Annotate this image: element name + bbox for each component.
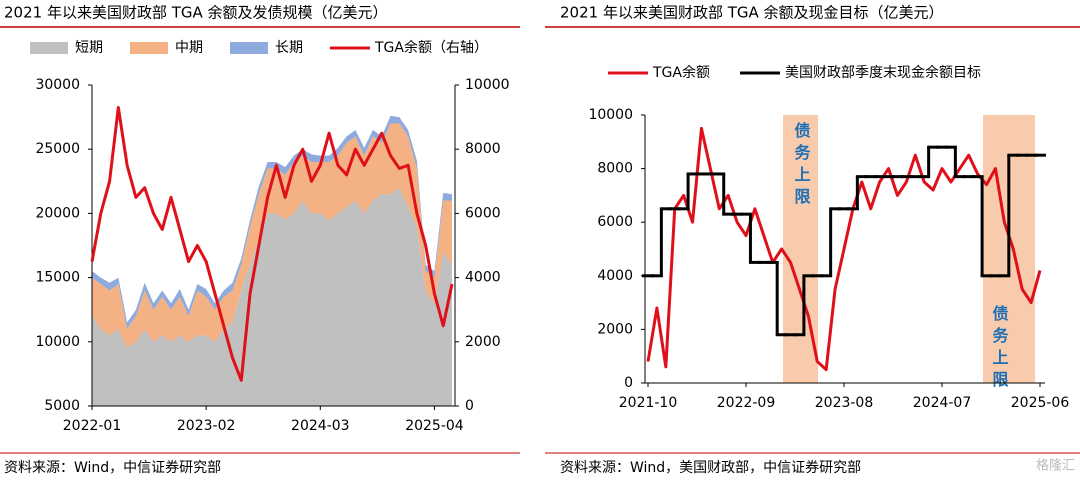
legend-label: TGA余额 [652, 64, 710, 81]
y-tick-label: 6000 [597, 214, 633, 230]
legend-label: TGA余额（右轴） [374, 39, 488, 56]
legend-swatch [130, 42, 168, 54]
legend-swatch [230, 42, 268, 54]
x-tick-label: 2024-03 [291, 418, 350, 434]
y-tick-label: 10000 [588, 107, 633, 123]
y-tick-label: 2000 [597, 321, 633, 337]
x-tick-label: 2021-10 [619, 395, 678, 411]
legend-label: 短期 [75, 40, 103, 56]
y2-tick-label: 8000 [465, 141, 501, 157]
x-tick-label: 2022-01 [63, 418, 122, 434]
x-tick-label: 2023-02 [177, 418, 236, 434]
legend-label: 长期 [275, 40, 303, 56]
y-tick-label: 4000 [597, 268, 633, 284]
y-tick-label: 10000 [35, 334, 80, 350]
y-tick-label: 5000 [44, 398, 80, 414]
plot [92, 115, 452, 406]
y-tick-label: 0 [624, 375, 633, 391]
chart-title: 2021 年以来美国财政部 TGA 余额及现金目标（亿美元） [560, 4, 944, 22]
y-tick-label: 8000 [597, 161, 633, 177]
area [92, 187, 452, 406]
y2-tick-label: 0 [465, 398, 474, 414]
area [92, 123, 452, 349]
chart-title: 2021 年以来美国财政部 TGA 余额及发债规模（亿美元） [4, 4, 388, 22]
x-tick-label: 2024-07 [913, 395, 972, 411]
source: 资料来源：Wind，美国财政部，中信证券研究部 [560, 460, 861, 476]
y2-tick-label: 10000 [465, 77, 510, 93]
legend-swatch [30, 42, 68, 54]
y2-tick-label: 2000 [465, 334, 501, 350]
annotation: 债务上限 [990, 304, 1009, 393]
line [90, 105, 454, 382]
watermark: 格隆汇 [1036, 458, 1075, 474]
y2-tick-label: 4000 [465, 270, 501, 286]
legend-label: 中期 [175, 40, 203, 56]
legend-label: 美国财政部季度末现金余额目标 [785, 64, 981, 81]
x-tick-label: 2022-09 [717, 395, 776, 411]
y-tick-label: 15000 [35, 270, 80, 286]
y-tick-label: 30000 [35, 77, 80, 93]
annotation: 债务上限 [792, 121, 811, 210]
x-tick-label: 2025-06 [1011, 395, 1070, 411]
source: 资料来源：Wind，中信证券研究部 [4, 460, 221, 476]
x-tick-label: 2025-04 [405, 418, 464, 434]
y-tick-label: 25000 [35, 141, 80, 157]
y2-tick-label: 6000 [465, 205, 501, 221]
line [646, 126, 1042, 372]
x-tick-label: 2023-08 [815, 395, 874, 411]
y-tick-label: 20000 [35, 205, 80, 221]
